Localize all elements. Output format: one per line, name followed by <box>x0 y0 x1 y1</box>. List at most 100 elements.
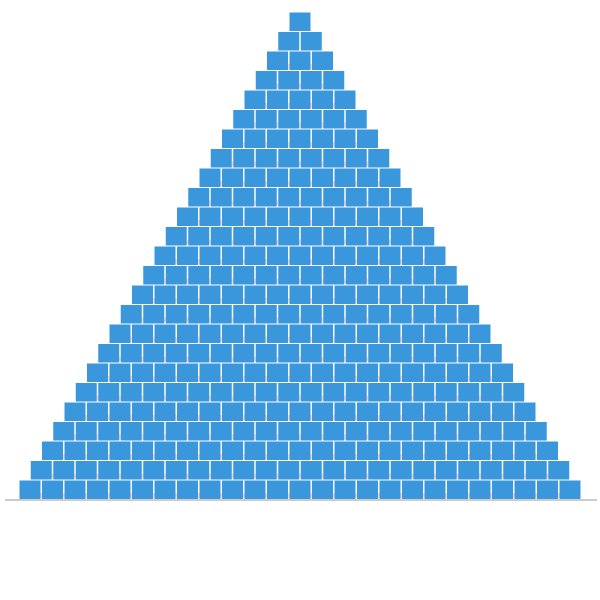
pyramid-box[interactable] <box>278 149 300 168</box>
pyramid-box[interactable] <box>345 188 367 207</box>
pyramid-box[interactable] <box>435 383 457 402</box>
pyramid-box[interactable] <box>267 168 288 188</box>
pyramid-box[interactable] <box>492 363 513 383</box>
pyramid-box[interactable] <box>402 285 423 305</box>
pyramid-box[interactable] <box>165 383 187 402</box>
pyramid-box[interactable] <box>368 188 390 207</box>
pyramid-box[interactable] <box>244 363 266 383</box>
pyramid-box[interactable] <box>537 480 558 500</box>
pyramid-box[interactable] <box>244 90 266 110</box>
pyramid-box[interactable] <box>458 461 480 480</box>
pyramid-box[interactable] <box>177 324 198 344</box>
pyramid-box[interactable] <box>413 383 435 402</box>
pyramid-box[interactable] <box>244 441 266 461</box>
pyramid-box[interactable] <box>559 480 581 500</box>
pyramid-box[interactable] <box>177 207 198 227</box>
pyramid-box[interactable] <box>300 344 322 363</box>
pyramid-box[interactable] <box>278 344 300 363</box>
pyramid-box[interactable] <box>244 285 266 305</box>
pyramid-box[interactable] <box>312 90 333 110</box>
pyramid-box[interactable] <box>87 363 108 383</box>
pyramid-box[interactable] <box>53 422 75 441</box>
pyramid-box[interactable] <box>199 246 221 266</box>
pyramid-box[interactable] <box>255 110 277 129</box>
pyramid-box[interactable] <box>447 480 468 500</box>
pyramid-box[interactable] <box>233 266 255 285</box>
pyramid-box[interactable] <box>143 266 165 285</box>
pyramid-box[interactable] <box>458 383 480 402</box>
pyramid-box[interactable] <box>255 188 277 207</box>
pyramid-box[interactable] <box>413 461 435 480</box>
pyramid-box[interactable] <box>222 324 243 344</box>
pyramid-box[interactable] <box>390 227 412 246</box>
pyramid-box[interactable] <box>188 305 210 324</box>
pyramid-box[interactable] <box>514 402 536 422</box>
pyramid-box[interactable] <box>278 32 300 51</box>
pyramid-box[interactable] <box>109 363 131 383</box>
pyramid-box[interactable] <box>154 246 176 266</box>
pyramid-box[interactable] <box>210 422 232 441</box>
pyramid-box[interactable] <box>312 480 333 500</box>
pyramid-box[interactable] <box>177 363 198 383</box>
pyramid-box[interactable] <box>199 441 221 461</box>
pyramid-box[interactable] <box>289 324 311 344</box>
pyramid-box[interactable] <box>323 227 345 246</box>
pyramid-box[interactable] <box>345 422 367 441</box>
pyramid-box[interactable] <box>210 461 232 480</box>
pyramid-box[interactable] <box>233 422 255 441</box>
pyramid-box[interactable] <box>42 441 63 461</box>
pyramid-box[interactable] <box>447 402 468 422</box>
pyramid-box[interactable] <box>87 480 108 500</box>
pyramid-box[interactable] <box>87 441 108 461</box>
pyramid-box[interactable] <box>199 207 221 227</box>
pyramid-box[interactable] <box>334 363 356 383</box>
pyramid-box[interactable] <box>480 422 502 441</box>
pyramid-box[interactable] <box>165 266 187 285</box>
pyramid-box[interactable] <box>255 305 277 324</box>
pyramid-box[interactable] <box>267 441 288 461</box>
pyramid-box[interactable] <box>312 441 333 461</box>
pyramid-box[interactable] <box>289 402 311 422</box>
pyramid-box[interactable] <box>424 246 446 266</box>
pyramid-box[interactable] <box>222 129 243 149</box>
pyramid-box[interactable] <box>537 441 558 461</box>
pyramid-box[interactable] <box>525 461 547 480</box>
pyramid-box[interactable] <box>357 441 378 461</box>
pyramid-box[interactable] <box>312 324 333 344</box>
pyramid-box[interactable] <box>447 441 468 461</box>
pyramid-box[interactable] <box>278 188 300 207</box>
pyramid-box[interactable] <box>154 441 176 461</box>
pyramid-box[interactable] <box>334 441 356 461</box>
pyramid-box[interactable] <box>188 422 210 441</box>
pyramid-box[interactable] <box>132 480 153 500</box>
pyramid-box[interactable] <box>435 266 457 285</box>
pyramid-box[interactable] <box>334 90 356 110</box>
pyramid-box[interactable] <box>334 480 356 500</box>
pyramid-box[interactable] <box>424 285 446 305</box>
pyramid-box[interactable] <box>244 324 266 344</box>
pyramid-box[interactable] <box>379 207 401 227</box>
pyramid-box[interactable] <box>323 344 345 363</box>
pyramid-box[interactable] <box>132 285 153 305</box>
pyramid-box[interactable] <box>345 383 367 402</box>
pyramid-box[interactable] <box>435 461 457 480</box>
pyramid-box[interactable] <box>267 324 288 344</box>
pyramid-box[interactable] <box>154 324 176 344</box>
pyramid-box[interactable] <box>300 266 322 285</box>
pyramid-box[interactable] <box>300 461 322 480</box>
pyramid-box[interactable] <box>357 285 378 305</box>
pyramid-box[interactable] <box>368 383 390 402</box>
pyramid-box[interactable] <box>492 441 513 461</box>
pyramid-box[interactable] <box>413 305 435 324</box>
pyramid-box[interactable] <box>267 363 288 383</box>
pyramid-box[interactable] <box>357 168 378 188</box>
pyramid-box[interactable] <box>379 480 401 500</box>
pyramid-box[interactable] <box>300 305 322 324</box>
pyramid-box[interactable] <box>199 402 221 422</box>
pyramid-box[interactable] <box>255 266 277 285</box>
pyramid-box[interactable] <box>435 422 457 441</box>
pyramid-box[interactable] <box>424 480 446 500</box>
pyramid-box[interactable] <box>120 344 142 363</box>
pyramid-box[interactable] <box>334 402 356 422</box>
pyramid-box[interactable] <box>492 402 513 422</box>
